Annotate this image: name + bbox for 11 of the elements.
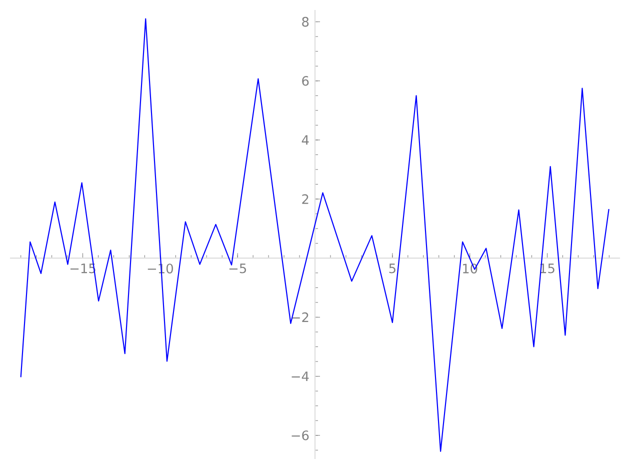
- y-tick-label: 2: [302, 194, 308, 204]
- y-tick-label: 4: [302, 135, 309, 145]
- x-tick-label: 5: [389, 264, 396, 274]
- y-tick-label: −2: [292, 312, 308, 322]
- y-tick-label: 8: [302, 16, 309, 27]
- line-series: [20, 18, 610, 452]
- y-tick-label: 6: [302, 76, 309, 86]
- y-tick-label: −4: [292, 372, 309, 382]
- y-tick-label: −6: [292, 430, 309, 440]
- x-tick-label: −5: [229, 264, 246, 274]
- x-tick-label: 10: [463, 264, 478, 274]
